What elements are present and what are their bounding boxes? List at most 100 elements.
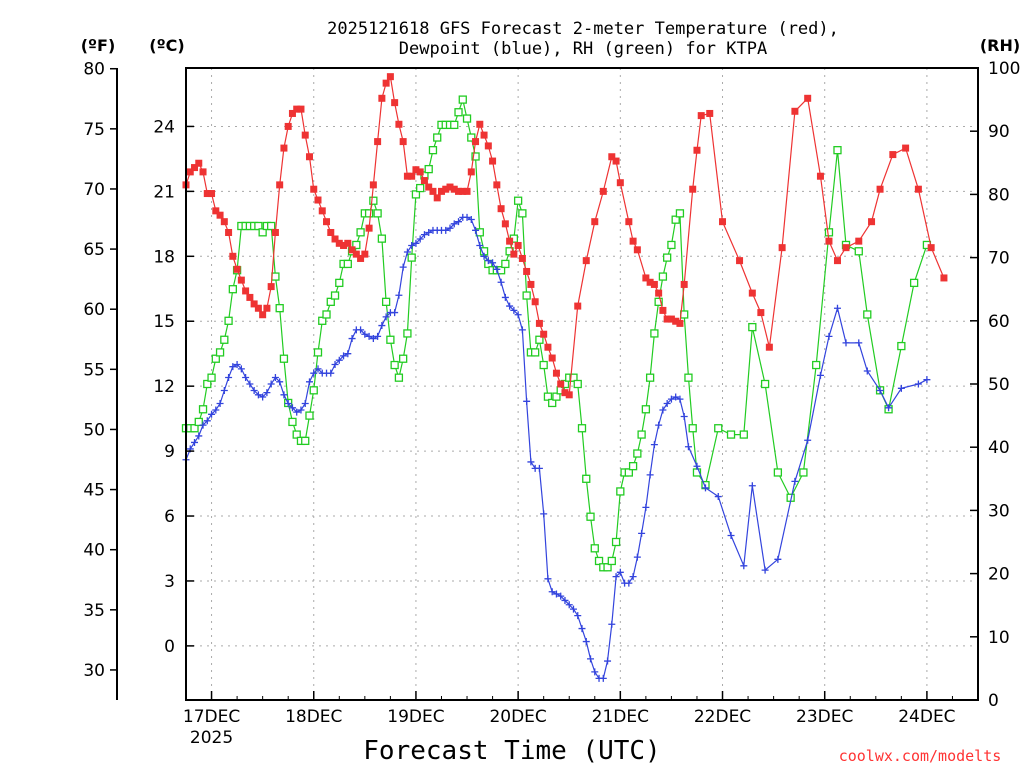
rh-point <box>198 405 208 414</box>
rh-point <box>573 379 582 389</box>
dewpoint-point <box>676 395 684 403</box>
rh-point <box>522 291 531 300</box>
rh-point <box>812 360 821 370</box>
rh-point <box>364 209 374 218</box>
dewpoint-point <box>897 384 905 392</box>
x-tick-label: 17DEC <box>183 707 240 727</box>
rh-point <box>603 563 612 572</box>
rh-point <box>671 215 680 224</box>
x-axis-title: Forecast Time (UTC) <box>363 736 660 766</box>
temperature-point <box>208 190 216 198</box>
dewpoint-point <box>416 235 424 243</box>
dewpoint-point <box>357 326 365 334</box>
temperature-point <box>276 181 284 189</box>
dewpoint-point <box>242 374 250 382</box>
dewpoint-point <box>608 620 616 628</box>
rh-point <box>207 373 216 382</box>
temperature-point <box>412 166 420 174</box>
dewpoint-point <box>557 592 565 600</box>
rh-point <box>548 398 557 408</box>
temperature-point <box>399 138 407 146</box>
dewpoint-point <box>331 361 339 369</box>
dewpoint-point <box>361 330 369 338</box>
temperature-point <box>382 79 390 87</box>
dewpoint-point <box>599 674 607 682</box>
temperature-point <box>267 283 275 291</box>
rh-point <box>633 449 642 458</box>
temperature-point <box>284 122 292 130</box>
fahrenheit-tick-label: 35 <box>83 601 105 621</box>
dewpoint-point <box>276 378 284 386</box>
dewpoint-point <box>425 228 433 236</box>
temperature-point <box>331 235 339 243</box>
rh-point <box>454 108 463 117</box>
temperature-point <box>220 218 228 226</box>
temperature-point <box>523 267 531 275</box>
dewpoint-point <box>680 412 688 420</box>
dewpoint-point <box>403 248 411 256</box>
rh-point <box>373 209 382 218</box>
temperature-point <box>778 244 786 252</box>
temperature-point <box>301 131 309 139</box>
dewpoint-point <box>642 503 650 511</box>
dewpoint-point <box>604 657 612 665</box>
plot-frame <box>185 67 979 701</box>
fahrenheit-tick-label: 80 <box>83 60 105 80</box>
temperature-point <box>442 185 450 193</box>
dewpoint-point <box>506 302 514 310</box>
rh-tick-label: 0 <box>988 691 999 711</box>
temperature-point <box>310 185 318 193</box>
dewpoint-point <box>655 421 663 429</box>
rh-point <box>824 228 834 237</box>
temperature-point <box>254 304 262 312</box>
celsius-tick-label: 21 <box>153 182 175 202</box>
dewpoint-point <box>672 393 680 401</box>
temperature-point <box>493 181 501 189</box>
rh-point <box>356 228 365 237</box>
temperature-point <box>288 109 296 117</box>
dewpoint-point <box>659 406 667 414</box>
dewpoint-point <box>833 304 841 312</box>
temperature-point <box>340 241 348 249</box>
temperature-point <box>940 274 948 282</box>
dewpoint-point <box>625 579 633 587</box>
rh-point <box>309 386 318 395</box>
rh-point <box>386 335 395 344</box>
temperature-point <box>369 181 377 189</box>
temperature-point <box>216 211 224 219</box>
dewpoint-point <box>510 306 518 314</box>
rh-tick-label: 60 <box>988 312 1010 332</box>
dewpoint-point <box>548 588 556 596</box>
dewpoint-point <box>267 380 275 388</box>
rh-point <box>416 183 425 193</box>
temperature-point <box>237 276 245 284</box>
fahrenheit-tick-label: 40 <box>83 541 105 561</box>
fahrenheit-tick-label: 45 <box>83 481 105 501</box>
rh-point <box>330 291 340 300</box>
dewpoint-point <box>876 386 884 394</box>
dewpoint-point <box>489 259 497 267</box>
temperature-point <box>361 250 369 258</box>
temperature-point <box>446 183 454 191</box>
temperature-point <box>689 185 697 193</box>
dewpoint-point <box>587 655 595 663</box>
dewpoint-point <box>237 365 245 373</box>
rh-point <box>433 133 442 142</box>
rh-point <box>773 468 783 477</box>
rh-point <box>897 341 906 351</box>
dewpoint-point <box>684 443 692 451</box>
temperature-point <box>535 319 543 327</box>
rh-line <box>186 97 928 568</box>
rh-point <box>518 209 527 218</box>
temperature-point <box>608 153 616 161</box>
dewpoint-point <box>280 391 288 399</box>
dewpoint-point <box>804 436 812 444</box>
rh-series <box>181 95 932 572</box>
temperature-point <box>455 187 463 195</box>
rh-point <box>403 329 412 338</box>
dewpoint-point <box>284 399 292 407</box>
rh-point <box>254 221 263 231</box>
fahrenheit-tick-label: 55 <box>83 360 105 380</box>
dewpoint-point <box>638 529 646 537</box>
